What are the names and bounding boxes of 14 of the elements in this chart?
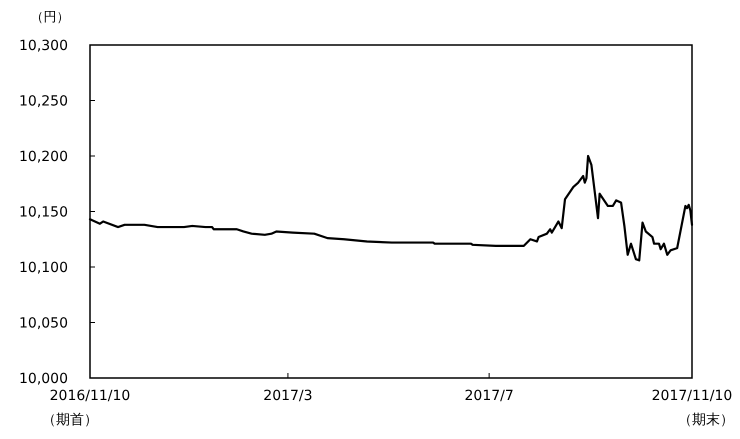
text: （期首） (42, 412, 98, 428)
x-tick-label: 2017/7 (464, 388, 514, 404)
y-axis-title: （円） (30, 10, 70, 25)
text: （期末） (678, 412, 734, 428)
y-tick-label: 10,150 (19, 204, 68, 220)
x-tick-label: 2017/3 (263, 388, 313, 404)
y-tick-label: 10,100 (19, 260, 68, 276)
x-tick-label: 2017/11/10 (652, 388, 732, 404)
y-tick-label: 10,200 (19, 149, 68, 165)
x-tick-label: 2016/11/10 (50, 388, 130, 404)
y-tick-label: 10,050 (19, 316, 68, 332)
y-tick-label: 10,250 (19, 94, 68, 110)
y-tick-label: 10,000 (19, 371, 68, 387)
y-tick-label: 10,300 (19, 38, 68, 54)
